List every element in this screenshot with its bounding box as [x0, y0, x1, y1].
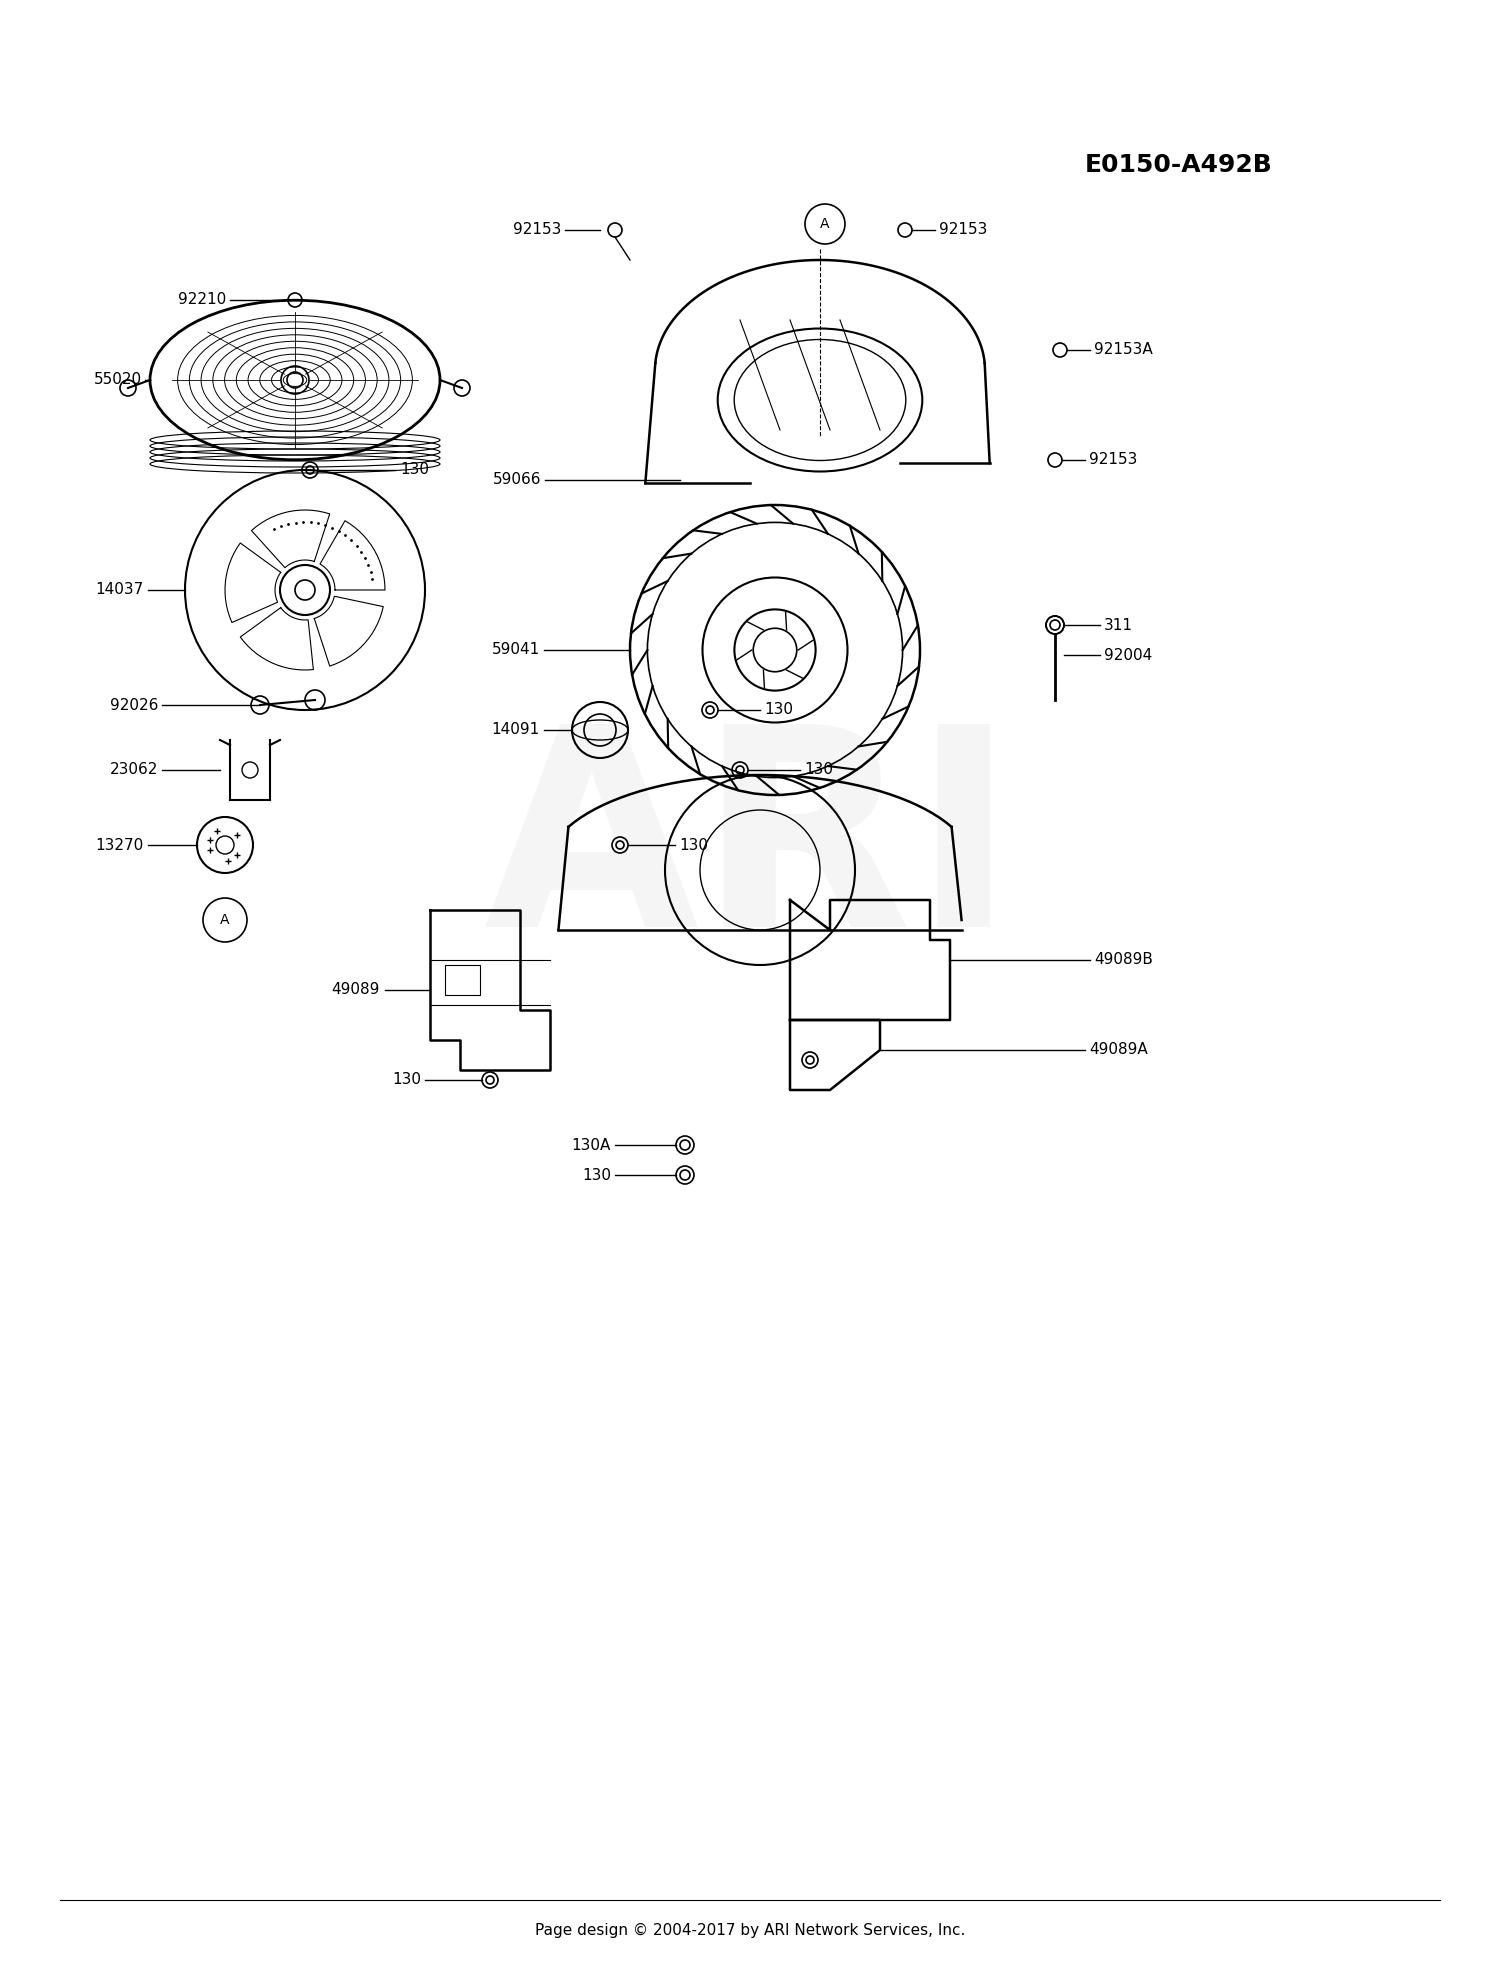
Text: Page design © 2004-2017 by ARI Network Services, Inc.: Page design © 2004-2017 by ARI Network S… [536, 1923, 964, 1938]
Text: 13270: 13270 [96, 838, 144, 853]
Text: 59041: 59041 [492, 642, 540, 657]
Text: 130A: 130A [572, 1138, 610, 1152]
Text: 92153A: 92153A [1094, 343, 1152, 357]
Text: 130: 130 [400, 463, 429, 477]
Text: ARI: ARI [484, 714, 1016, 985]
Text: 130: 130 [804, 763, 832, 777]
Text: 92153: 92153 [513, 222, 561, 237]
Text: 130: 130 [680, 838, 708, 853]
Text: 130: 130 [764, 702, 794, 718]
Text: 14037: 14037 [96, 583, 144, 598]
Text: 92210: 92210 [177, 292, 226, 308]
Text: 130: 130 [392, 1073, 422, 1087]
Text: 92153: 92153 [1089, 453, 1137, 467]
Text: 49089: 49089 [332, 983, 380, 997]
Text: 92026: 92026 [110, 698, 158, 712]
Text: 23062: 23062 [110, 763, 158, 777]
Text: 130: 130 [582, 1167, 610, 1183]
Text: A: A [220, 912, 230, 926]
Text: 59066: 59066 [492, 473, 542, 487]
Text: 92153: 92153 [939, 222, 987, 237]
Text: 311: 311 [1104, 618, 1132, 632]
Text: A: A [821, 218, 830, 232]
Text: 92004: 92004 [1104, 647, 1152, 663]
Text: 49089B: 49089B [1094, 952, 1154, 967]
Bar [446, 965, 480, 995]
Text: E0150-A492B: E0150-A492B [1084, 153, 1272, 177]
Text: 14091: 14091 [492, 722, 540, 738]
Text: 55020: 55020 [94, 373, 142, 388]
Text: 49089A: 49089A [1089, 1042, 1148, 1058]
